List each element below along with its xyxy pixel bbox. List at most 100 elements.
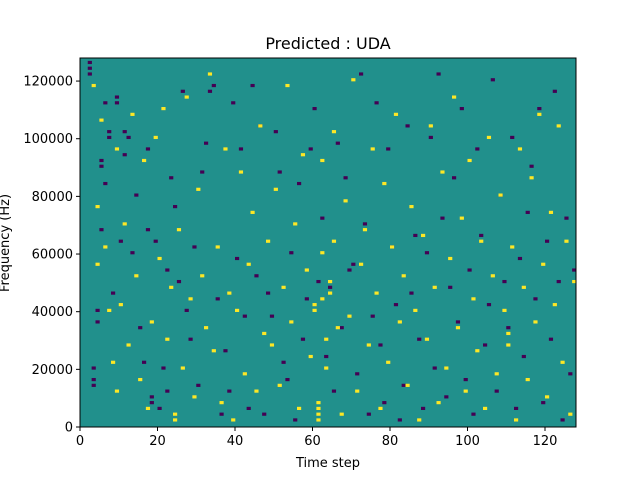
heatmap-cell xyxy=(533,320,538,324)
y-tick-label: 120000 xyxy=(23,75,73,90)
heatmap-cell xyxy=(95,262,100,266)
heatmap-cell xyxy=(107,308,112,312)
heatmap-cell xyxy=(281,360,286,364)
heatmap-cell xyxy=(293,222,298,226)
heatmap-cell xyxy=(359,72,364,76)
heatmap-cell xyxy=(180,366,185,370)
heatmap-cell xyxy=(103,245,108,249)
heatmap-cell xyxy=(417,337,422,341)
x-tick-label: 100 xyxy=(455,434,480,449)
heatmap-cell xyxy=(238,170,244,174)
heatmap-cell xyxy=(312,303,317,307)
heatmap-cell xyxy=(494,372,499,376)
heatmap-cell xyxy=(390,245,395,249)
heatmap-cell xyxy=(393,303,399,307)
heatmap-cell xyxy=(328,285,333,289)
heatmap-cell xyxy=(184,308,189,312)
heatmap-cell xyxy=(176,228,182,232)
heatmap-cell xyxy=(312,308,317,312)
heatmap-cell xyxy=(134,274,139,278)
heatmap-cell xyxy=(432,366,437,370)
heatmap-cell xyxy=(99,164,104,168)
y-tick-label: 60000 xyxy=(32,248,73,263)
heatmap-cell xyxy=(452,176,457,180)
heatmap-cell xyxy=(142,360,147,364)
heatmap-cell xyxy=(324,366,329,370)
heatmap-cell xyxy=(510,245,515,249)
heatmap-cell xyxy=(289,251,294,255)
heatmap-cell xyxy=(320,158,325,163)
heatmap-cell xyxy=(91,83,96,88)
heatmap-cell xyxy=(211,83,216,88)
heatmap-cell xyxy=(200,274,205,278)
heatmap-cell xyxy=(320,251,325,255)
heatmap-cell xyxy=(521,285,526,289)
heatmap-cell xyxy=(417,418,422,422)
heatmap-cell xyxy=(207,89,213,93)
heatmap-cell xyxy=(467,158,472,163)
heatmap-cell xyxy=(331,130,337,134)
heatmap-cell xyxy=(355,372,360,376)
heatmap-cell xyxy=(331,389,337,393)
heatmap-cell xyxy=(231,101,236,105)
heatmap-cell xyxy=(529,176,534,180)
heatmap-cell xyxy=(192,395,197,399)
y-tick-label: 40000 xyxy=(32,305,73,320)
heatmap-cell xyxy=(169,176,174,180)
heatmap-cell xyxy=(347,268,352,272)
y-tick-label: 100000 xyxy=(23,132,73,147)
heatmap-cell xyxy=(459,216,464,220)
heatmap-cell xyxy=(250,210,255,214)
heatmap-cell xyxy=(114,101,120,105)
x-tick-label: 40 xyxy=(227,434,244,449)
heatmap-cell xyxy=(149,320,154,324)
heatmap-cell xyxy=(533,297,538,301)
heatmap-cell xyxy=(227,389,232,393)
heatmap-cell xyxy=(223,349,228,353)
heatmap-background xyxy=(80,58,576,427)
heatmap-cell xyxy=(304,297,309,301)
heatmap-cell xyxy=(316,401,321,405)
heatmap-cell xyxy=(455,326,461,330)
heatmap-cell xyxy=(161,366,166,370)
heatmap-cell xyxy=(355,389,360,393)
heatmap-cell xyxy=(506,326,511,330)
heatmap-cell xyxy=(320,297,325,301)
heatmap-cell xyxy=(428,135,433,140)
heatmap-cell xyxy=(176,279,182,284)
heatmap-cell xyxy=(548,337,554,341)
heatmap-cell xyxy=(196,187,201,191)
heatmap-cell xyxy=(552,89,557,93)
heatmap-cell xyxy=(498,193,503,197)
heatmap-cell xyxy=(184,95,189,99)
x-axis-label: Time step xyxy=(295,456,360,471)
heatmap-cell xyxy=(328,291,333,295)
heatmap-cell xyxy=(331,239,337,243)
heatmap-cell xyxy=(471,412,476,416)
heatmap-cell xyxy=(521,354,526,359)
heatmap-cell xyxy=(529,164,534,168)
heatmap-cell xyxy=(339,412,344,416)
heatmap-cell xyxy=(308,354,313,359)
heatmap-cell xyxy=(316,279,321,284)
heatmap-cell xyxy=(401,274,406,278)
heatmap-cell xyxy=(300,153,306,157)
heatmap-cell xyxy=(541,401,546,405)
heatmap-cell xyxy=(254,274,259,278)
heatmap-cell xyxy=(324,354,329,359)
heatmap-cell xyxy=(114,95,120,99)
heatmap-cell xyxy=(235,256,240,261)
heatmap-cell xyxy=(207,72,213,76)
heatmap-cell xyxy=(87,66,92,70)
heatmap-cell xyxy=(401,383,406,387)
heatmap-cell xyxy=(308,147,313,151)
heatmap-cell xyxy=(223,147,228,151)
heatmap-cell xyxy=(490,78,495,82)
heatmap-cell xyxy=(246,406,251,410)
heatmap-cell xyxy=(413,233,418,238)
heatmap-cell xyxy=(421,406,426,410)
heatmap-cell xyxy=(169,285,174,289)
y-tick-label: 0 xyxy=(65,421,73,436)
x-axis-ticks: 0 20 40 60 80 100 120 xyxy=(76,427,557,449)
y-tick-label: 80000 xyxy=(32,190,73,205)
